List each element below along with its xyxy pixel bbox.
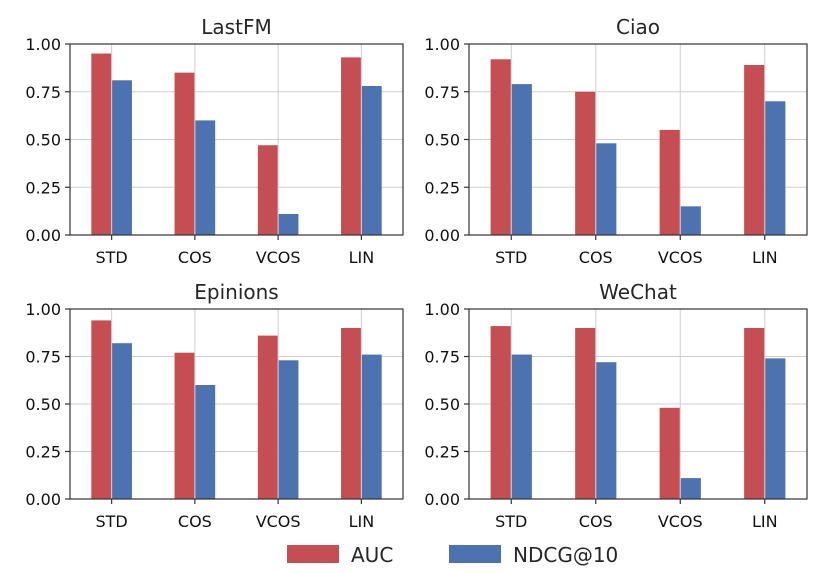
legend-label-ndcg: NDCG@10 — [513, 543, 618, 567]
lastfm-xtick-label-vcos: VCOS — [256, 248, 301, 267]
chart-ciao: 0.00 0.25 0.50 0.75 1.00 STD COS VCOS LIN Ciao — [424, 15, 808, 267]
epinions-bar-ndcg-10-cos — [195, 385, 216, 499]
lastfm-xtick-label-lin: LIN — [349, 248, 375, 267]
wechat-ytick-label: 0.00 — [424, 490, 460, 509]
lastfm-bar-ndcg-10-vcos — [278, 213, 299, 235]
epinions-bar-auc-vcos — [257, 335, 278, 499]
epinions-bar-auc-cos — [174, 352, 195, 499]
legend-swatch-auc — [287, 545, 339, 563]
chart-wechat: 0.00 0.25 0.50 0.75 1.00 STD COS VCOS LIN WeChat — [424, 280, 808, 531]
wechat-bar-ndcg-10-vcos — [680, 478, 701, 499]
epinions-xtick-label-lin: LIN — [349, 512, 375, 531]
ciao-bar-auc-cos — [575, 91, 596, 235]
ciao-bar-ndcg-10-std — [511, 84, 532, 235]
lastfm-ytick-label: 0.75 — [25, 83, 61, 102]
ciao-bar-ndcg-10-lin — [765, 101, 786, 235]
epinions-ytick-label: 1.00 — [25, 300, 61, 319]
ciao-bar-auc-lin — [744, 65, 765, 235]
ciao-xtick-label-vcos: VCOS — [658, 248, 703, 267]
lastfm-bar-auc-lin — [341, 57, 361, 236]
epinions-ytick-label: 0.00 — [25, 490, 61, 509]
lastfm-bar-auc-std — [91, 53, 112, 235]
ciao-axes-frame — [468, 43, 808, 236]
chart-lastfm: 0.00 0.25 0.50 0.75 1.00 STD COS VCOS LIN LastFM — [25, 15, 404, 267]
ciao-bar-auc-vcos — [659, 129, 680, 235]
ciao-xtick-label-std: STD — [495, 248, 527, 267]
epinions-bar-auc-lin — [341, 328, 361, 499]
wechat-axes-frame — [468, 308, 808, 500]
wechat-title: WeChat — [599, 280, 677, 304]
epinions-xtick-label-cos: COS — [178, 512, 212, 531]
lastfm-title: LastFM — [201, 15, 271, 39]
epinions-bar-auc-std — [91, 320, 112, 499]
wechat-xtick-label-std: STD — [495, 512, 527, 531]
wechat-bar-auc-vcos — [659, 407, 680, 499]
wechat-xtick-label-lin: LIN — [752, 512, 778, 531]
lastfm-bar-auc-cos — [174, 72, 195, 236]
wechat-xtick-label-vcos: VCOS — [658, 512, 703, 531]
ciao-xtick-label-lin: LIN — [752, 248, 778, 267]
ciao-title: Ciao — [616, 15, 660, 39]
wechat-ytick-label: 1.00 — [424, 300, 460, 319]
wechat-bar-auc-cos — [575, 328, 596, 499]
epinions-ytick-label: 0.75 — [25, 348, 61, 367]
lastfm-xtick-label-std: STD — [96, 248, 128, 267]
ciao-bar-ndcg-10-vcos — [680, 206, 701, 235]
epinions-ytick-label: 0.50 — [25, 395, 61, 414]
lastfm-xtick-label-cos: COS — [178, 248, 212, 267]
legend-swatch-ndcg — [449, 545, 501, 563]
wechat-bar-ndcg-10-cos — [596, 362, 617, 499]
ciao-ytick-label: 0.75 — [424, 83, 460, 102]
wechat-bar-ndcg-10-lin — [765, 358, 786, 499]
ciao-ytick-label: 0.00 — [424, 226, 460, 245]
lastfm-bar-ndcg-10-lin — [361, 86, 382, 236]
epinions-bar-ndcg-10-std — [112, 343, 132, 499]
wechat-ytick-label: 0.25 — [424, 443, 460, 462]
lastfm-ytick-label: 1.00 — [25, 35, 61, 54]
lastfm-ytick-label: 0.50 — [25, 131, 61, 150]
lastfm-bar-ndcg-10-std — [112, 80, 132, 235]
epinions-axes-frame — [69, 308, 404, 500]
wechat-bar-auc-lin — [744, 328, 765, 499]
lastfm-bar-auc-vcos — [257, 145, 278, 235]
ciao-bar-auc-std — [490, 59, 511, 235]
epinions-title: Epinions — [194, 280, 278, 304]
wechat-ytick-label: 0.75 — [424, 348, 460, 367]
epinions-xtick-label-std: STD — [96, 512, 128, 531]
ciao-ytick-label: 0.25 — [424, 178, 460, 197]
lastfm-axes-frame — [69, 43, 404, 236]
legend: AUC NDCG@10 — [287, 543, 618, 567]
epinions-xtick-label-vcos: VCOS — [256, 512, 301, 531]
ciao-ytick-label: 1.00 — [424, 35, 460, 54]
wechat-bar-ndcg-10-std — [511, 354, 532, 499]
ciao-xtick-label-cos: COS — [579, 248, 613, 267]
ciao-ytick-label: 0.50 — [424, 131, 460, 150]
chart-epinions: 0.00 0.25 0.50 0.75 1.00 STD COS VCOS LIN Epinion… — [25, 280, 404, 531]
ciao-bar-ndcg-10-cos — [596, 143, 617, 235]
epinions-bar-ndcg-10-lin — [361, 354, 382, 499]
lastfm-ytick-label: 0.00 — [25, 226, 61, 245]
legend-label-auc: AUC — [351, 543, 393, 567]
wechat-ytick-label: 0.50 — [424, 395, 460, 414]
wechat-bar-auc-std — [490, 326, 511, 499]
epinions-bar-ndcg-10-vcos — [278, 360, 299, 499]
epinions-ytick-label: 0.25 — [25, 443, 61, 462]
wechat-xtick-label-cos: COS — [579, 512, 613, 531]
lastfm-bar-ndcg-10-cos — [195, 120, 216, 235]
lastfm-ytick-label: 0.25 — [25, 178, 61, 197]
